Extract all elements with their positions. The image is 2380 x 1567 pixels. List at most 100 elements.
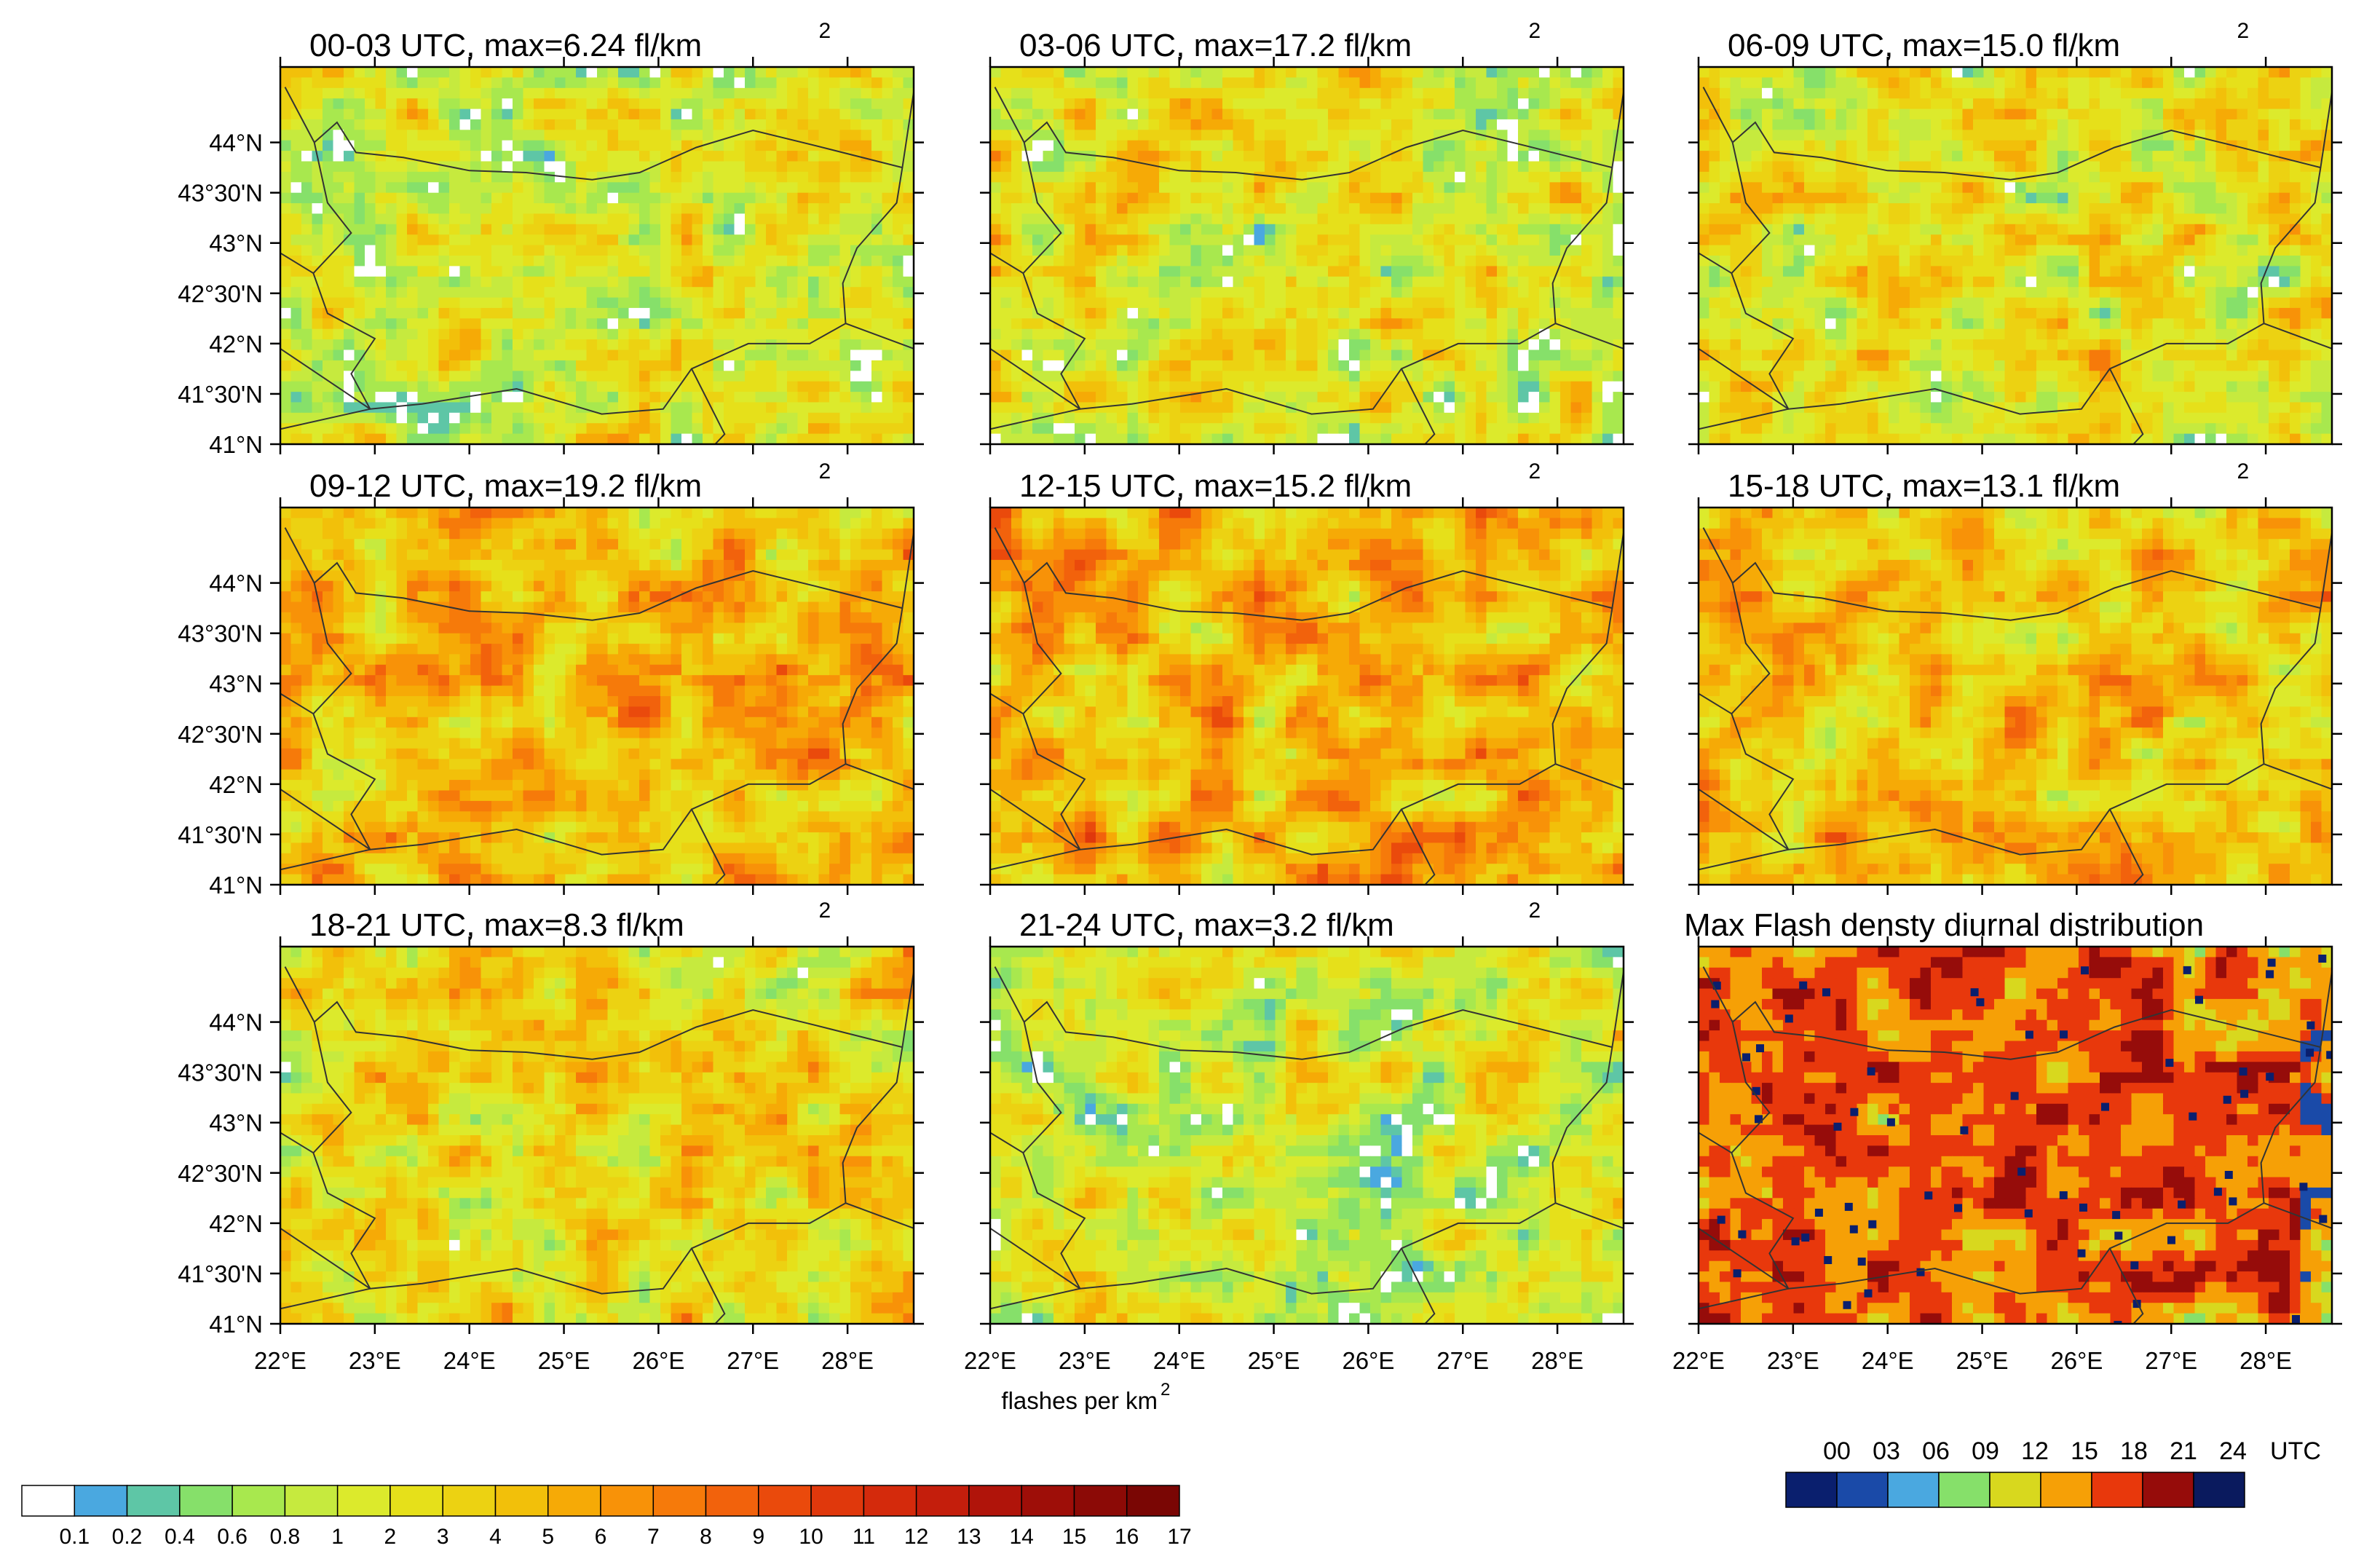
diurnal-marker [2025, 1030, 2033, 1039]
border-line [990, 788, 1080, 850]
panel-frame [279, 945, 915, 1325]
diurnal-colorbar-label: 21 [2170, 1437, 2197, 1465]
diurnal-marker [2114, 1231, 2123, 1240]
heatmap-field [990, 508, 1624, 885]
diurnal-marker [1756, 1044, 1764, 1053]
diurnal-colorbar-swatch [1785, 1472, 1838, 1508]
diurnal-marker [2178, 1200, 2186, 1209]
lon-tick-label: 27°E [2145, 1347, 2197, 1374]
diurnal-marker [2079, 1203, 2087, 1212]
border-line [1555, 1202, 1624, 1229]
border-line [280, 692, 314, 715]
panel-frame [279, 66, 915, 446]
border-line [1699, 1132, 1732, 1154]
border-line [2264, 763, 2332, 790]
colorbar-swatch [810, 1485, 865, 1517]
x-axis-label-superscript: 2 [1161, 1380, 1170, 1400]
diurnal-marker [2183, 966, 2191, 974]
diurnal-colorbar-swatch [2142, 1472, 2194, 1508]
lat-tick-label: 41°30'N [178, 821, 263, 848]
border-line [990, 408, 1080, 430]
diurnal-marker [1857, 1258, 1866, 1266]
lon-tick-label: 27°E [727, 1347, 779, 1374]
diurnal-marker [2267, 958, 2276, 967]
border-line [280, 848, 371, 871]
colorbar-label: 3 [437, 1525, 449, 1549]
border-line [990, 252, 1024, 275]
border-line [284, 966, 315, 1023]
diurnal-marker [1843, 1300, 1851, 1309]
lat-tick-label: 44°N [209, 1009, 263, 1036]
lon-tick-label: 26°E [2050, 1347, 2103, 1374]
heatmap-field [280, 67, 914, 444]
colorbar-label: 8 [700, 1525, 712, 1549]
panel-p3: 06-09 UTC, max=15.0 fl/km 2 [1688, 19, 2342, 454]
lat-tick-label: 42°30'N [178, 1160, 263, 1187]
border-line [2109, 1247, 2144, 1324]
panel-frame [989, 506, 1625, 886]
lon-tick-label: 28°E [1531, 1347, 1584, 1374]
border-line [1699, 347, 1789, 410]
diurnal-marker [1742, 1053, 1750, 1062]
colorbar-swatch [74, 1485, 128, 1517]
panel-title: 15-18 UTC, max=13.1 fl/km [1728, 468, 2120, 504]
x-axis-label: flashes per km [1001, 1387, 1158, 1414]
heatmap-field [990, 67, 1624, 444]
heatmap-field [1699, 508, 2332, 885]
diurnal-marker [2306, 1049, 2314, 1057]
panel-title: 18-21 UTC, max=8.3 fl/km [309, 907, 684, 943]
lon-tick-label: 24°E [443, 1347, 496, 1374]
panel-title-superscript: 2 [819, 19, 831, 43]
diurnal-colorbar-label: 15 [2071, 1437, 2098, 1465]
lat-tick-label: 43°30'N [178, 180, 263, 207]
diurnal-marker [1712, 982, 1721, 990]
lon-tick-label: 28°E [821, 1347, 874, 1374]
colorbar-swatch [21, 1485, 76, 1517]
diurnal-marker [1954, 1204, 1962, 1212]
border-line [901, 92, 914, 168]
diurnal-colorbar-label: 03 [1873, 1437, 1900, 1465]
border-line [2109, 808, 2144, 885]
colorbar-label: 6 [595, 1525, 607, 1549]
colorbar-label: 13 [957, 1525, 981, 1549]
diurnal-marker [1970, 988, 1979, 997]
border-line [284, 87, 315, 143]
colorbar-swatch [494, 1485, 549, 1517]
border-line [1699, 252, 1732, 275]
diurnal-marker [2167, 1236, 2175, 1244]
lon-tick-label: 23°E [349, 1347, 401, 1374]
diurnal-marker [1824, 1256, 1833, 1264]
lat-tick-label: 42°N [209, 1210, 263, 1237]
panel-frame [989, 66, 1625, 446]
panel-p8: 22°E 23°E 24°E 25°E 26°E 27°E 28°E 21-24 UTC, m… [964, 899, 1634, 1374]
border-line [990, 1287, 1080, 1310]
panel-title: 06-09 UTC, max=15.0 fl/km [1728, 28, 2120, 63]
heatmap-field [1699, 947, 2332, 1324]
lon-tick-label: 25°E [1956, 1347, 2009, 1374]
lon-tick-label: 28°E [2239, 1347, 2292, 1374]
diurnal-marker [2112, 1211, 2121, 1220]
diurnal-marker [1924, 1191, 1933, 1200]
panel-title: 00-03 UTC, max=6.24 fl/km [309, 28, 702, 63]
border-line [2320, 971, 2332, 1048]
colorbar-swatch [126, 1485, 181, 1517]
border-line [2320, 532, 2332, 609]
border-line [994, 527, 1025, 584]
diurnal-marker [2060, 1030, 2068, 1039]
diurnal-marker [2189, 1112, 2197, 1121]
colorbar-label: 4 [489, 1525, 502, 1549]
diurnal-colorbar-swatch [2040, 1472, 2092, 1508]
diurnal-marker [1755, 1115, 1763, 1124]
diurnal-colorbar-label: 18 [2120, 1437, 2148, 1465]
diurnal-colorbar-label: 09 [1972, 1437, 1999, 1465]
colorbar-label: 7 [647, 1525, 660, 1549]
diurnal-marker [1867, 1067, 1875, 1075]
lon-tick-label: 25°E [1248, 1347, 1300, 1374]
border-line [1699, 408, 1789, 430]
panel-title: 03-06 UTC, max=17.2 fl/km [1019, 28, 1412, 63]
border-line [901, 532, 914, 609]
border-line [1611, 532, 1624, 609]
diurnal-marker [1868, 1220, 1877, 1228]
border-line [990, 848, 1080, 871]
colorbar-label: 5 [542, 1525, 554, 1549]
